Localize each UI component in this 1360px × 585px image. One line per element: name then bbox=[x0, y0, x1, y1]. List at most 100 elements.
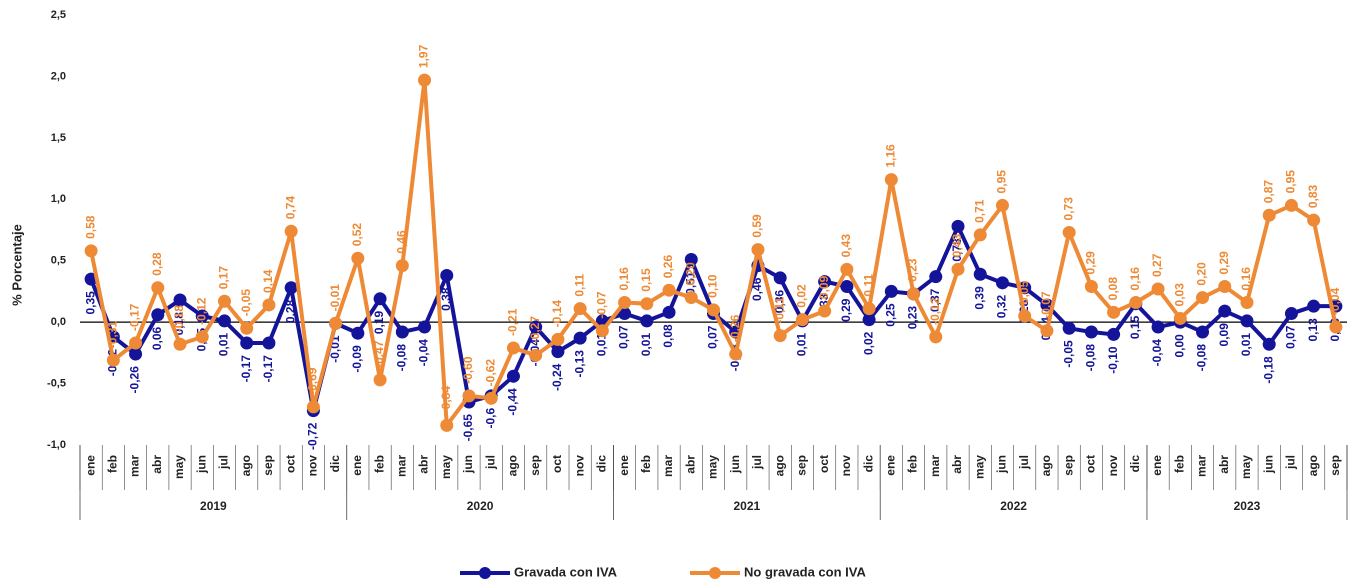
data-point bbox=[862, 313, 876, 327]
data-point bbox=[973, 267, 987, 281]
data-label: -0,18 bbox=[1261, 356, 1275, 384]
data-label: 0,16 bbox=[617, 267, 631, 291]
y-tick-label: 1,5 bbox=[51, 132, 66, 144]
x-tick-label: sep bbox=[795, 455, 809, 476]
x-tick-label: jul bbox=[1284, 455, 1298, 470]
data-point bbox=[240, 321, 254, 335]
x-tick-label: dic bbox=[861, 455, 875, 473]
x-tick-label: oct bbox=[550, 455, 564, 473]
data-label: 0,59 bbox=[750, 214, 764, 238]
data-label: 0,16 bbox=[1128, 267, 1142, 291]
data-point bbox=[1084, 280, 1098, 294]
data-label: 0,29 bbox=[1217, 251, 1231, 275]
data-point bbox=[929, 270, 943, 284]
data-label: -0,07 bbox=[1039, 291, 1053, 319]
x-tick-label: jun bbox=[728, 455, 742, 474]
data-label: 0,08 bbox=[1106, 277, 1120, 301]
data-label: -0,07 bbox=[595, 291, 609, 319]
data-point bbox=[662, 305, 676, 319]
data-label: 0,15 bbox=[639, 268, 653, 292]
data-point bbox=[306, 400, 320, 414]
data-point bbox=[773, 271, 787, 285]
data-label: -0,24 bbox=[550, 363, 564, 391]
y-tick-label: -0,5 bbox=[47, 377, 66, 389]
x-tick-label: jun bbox=[995, 455, 1009, 474]
x-tick-label: may bbox=[439, 455, 453, 479]
data-point bbox=[1173, 311, 1187, 325]
data-label: 0,01 bbox=[595, 333, 609, 357]
data-label: 1,97 bbox=[417, 44, 431, 68]
x-tick-label: mar bbox=[661, 455, 675, 477]
data-point bbox=[440, 418, 454, 432]
x-tick-label: jul bbox=[750, 455, 764, 470]
data-label: 0,14 bbox=[261, 269, 275, 293]
data-label: -0,84 bbox=[439, 386, 453, 414]
data-label: 0,35 bbox=[83, 291, 97, 315]
data-label: -0,04 bbox=[1328, 287, 1342, 315]
data-label: 0,28 bbox=[150, 252, 164, 276]
x-tick-label: ene bbox=[350, 455, 364, 476]
x-tick-label: sep bbox=[1328, 455, 1342, 476]
data-label: -0,47 bbox=[372, 340, 386, 368]
data-label: 0,05 bbox=[1017, 280, 1031, 304]
data-point bbox=[684, 252, 698, 266]
data-point bbox=[973, 228, 987, 242]
data-point bbox=[1218, 280, 1232, 294]
data-label: 0,13 bbox=[1306, 318, 1320, 342]
data-label: 0,38 bbox=[439, 287, 453, 311]
x-tick-label: abr bbox=[950, 455, 964, 474]
data-point bbox=[1107, 327, 1121, 341]
data-point bbox=[951, 219, 965, 233]
data-label: 0,02 bbox=[861, 331, 875, 355]
data-label: -0,27 bbox=[528, 316, 542, 344]
data-label: 0,29 bbox=[839, 298, 853, 322]
data-point bbox=[818, 275, 832, 289]
data-point bbox=[1196, 325, 1210, 339]
data-label: 0,32 bbox=[995, 295, 1009, 319]
x-tick-label: ene bbox=[83, 455, 97, 476]
data-point bbox=[1151, 320, 1165, 334]
data-point bbox=[351, 251, 365, 265]
y-tick-label: -1,0 bbox=[47, 439, 66, 451]
data-label: 0,17 bbox=[217, 266, 231, 290]
data-label: 0,09 bbox=[817, 275, 831, 299]
data-point bbox=[395, 259, 409, 273]
data-point bbox=[418, 320, 432, 334]
x-tick-label: jun bbox=[1261, 455, 1275, 474]
data-label: -0,60 bbox=[461, 356, 475, 384]
data-point bbox=[795, 313, 809, 327]
data-label: -0,21 bbox=[506, 308, 520, 336]
series-line bbox=[89, 78, 1338, 428]
data-label: 0,10 bbox=[706, 274, 720, 298]
data-point bbox=[551, 332, 565, 346]
data-point bbox=[573, 302, 587, 316]
data-label: -0,08 bbox=[1084, 344, 1098, 372]
x-tick-label: may bbox=[706, 455, 720, 479]
data-point bbox=[529, 320, 543, 334]
data-label: -0,62 bbox=[483, 359, 497, 387]
data-point bbox=[195, 309, 209, 323]
data-point bbox=[707, 303, 720, 317]
data-point bbox=[907, 287, 921, 301]
data-point bbox=[551, 345, 565, 359]
data-point bbox=[1240, 314, 1254, 328]
data-label: 0,11 bbox=[572, 274, 586, 297]
data-label: -0,11 bbox=[772, 297, 786, 324]
data-label: -0,04 bbox=[417, 339, 431, 367]
data-point bbox=[1284, 307, 1298, 321]
x-tick-label: feb bbox=[106, 455, 120, 473]
data-point bbox=[640, 314, 654, 328]
data-label: -0,18 bbox=[172, 305, 186, 333]
x-tick-label: ago bbox=[1306, 455, 1320, 476]
data-label: -0,05 bbox=[239, 289, 253, 317]
x-tick-label: ago bbox=[239, 455, 253, 476]
data-label: -0,08 bbox=[394, 344, 408, 372]
data-point bbox=[929, 330, 943, 344]
y-tick-label: 2,5 bbox=[51, 9, 66, 21]
data-label: -0,09 bbox=[350, 345, 364, 373]
data-point bbox=[506, 341, 520, 355]
x-tick-label: feb bbox=[639, 455, 653, 473]
data-label: 0,07 bbox=[617, 325, 631, 349]
data-label: 0,23 bbox=[906, 258, 920, 282]
x-tick-label: ago bbox=[772, 455, 786, 476]
